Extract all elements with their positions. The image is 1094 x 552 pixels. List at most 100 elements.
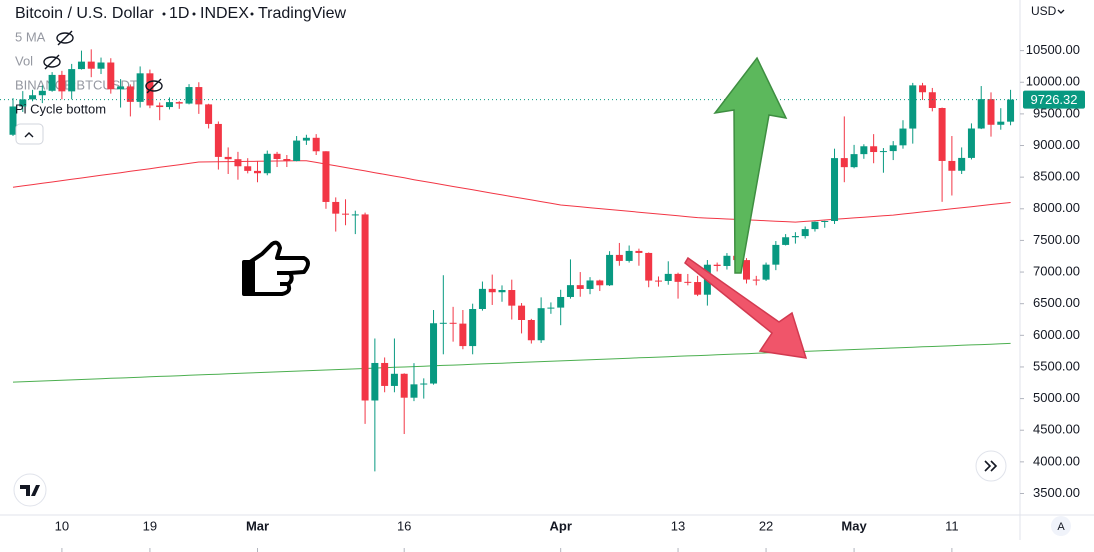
candle-body — [928, 92, 936, 108]
candle-body — [850, 154, 858, 168]
candle-body — [77, 61, 85, 70]
candle-body — [234, 159, 242, 167]
candle-body — [948, 160, 956, 171]
candle-body — [410, 384, 418, 398]
candle-body — [126, 86, 134, 102]
candle-body — [244, 166, 252, 171]
candle-body — [831, 158, 839, 221]
candle-body — [566, 285, 574, 297]
candle-body — [488, 288, 496, 293]
pointing-hand — [242, 240, 310, 296]
currency-chevron — [1057, 9, 1065, 14]
candle-body — [175, 102, 183, 104]
candle-body — [772, 244, 780, 265]
candle-body — [997, 121, 1005, 125]
candle-body — [273, 153, 281, 159]
candle-body — [557, 296, 565, 308]
candle-body — [449, 322, 457, 324]
up-arrow — [713, 56, 788, 274]
candle-body — [752, 279, 760, 281]
collapse-icon — [24, 132, 34, 138]
hidden-icon[interactable] — [43, 30, 163, 94]
candle-body — [860, 146, 868, 155]
candle-body — [762, 264, 770, 280]
candle-body — [478, 288, 486, 309]
y-tick-label: 8500.00 — [1033, 169, 1080, 184]
candle-body — [29, 95, 37, 100]
x-tick-label: Apr — [549, 518, 571, 533]
candle-body — [136, 73, 144, 102]
candle-body — [527, 320, 535, 341]
currency[interactable]: USD — [1031, 4, 1057, 18]
scroll-icon — [984, 460, 998, 472]
candle-body — [469, 309, 477, 347]
candle-body — [19, 99, 27, 107]
candle-body — [38, 90, 46, 96]
y-tick-label: 3500.00 — [1033, 485, 1080, 500]
y-tick-label: 7000.00 — [1033, 263, 1080, 278]
down-arrow — [684, 256, 808, 359]
candle-body — [801, 229, 809, 237]
candle-body — [664, 273, 672, 281]
candle-body — [459, 323, 467, 347]
candle-body — [596, 280, 604, 286]
candle-body — [224, 156, 232, 160]
x-tick-label: 19 — [143, 518, 157, 533]
y-tick-label: 8000.00 — [1033, 200, 1080, 215]
candle-body — [439, 322, 447, 324]
tv-logo-mark — [20, 485, 40, 496]
candle-body — [312, 137, 320, 152]
candle-body — [283, 158, 291, 162]
candle-body — [9, 106, 17, 135]
candle-body — [919, 85, 927, 93]
x-tick-label: 10 — [55, 518, 69, 533]
candle-body — [322, 151, 330, 202]
y-tick-label: 4000.00 — [1033, 453, 1080, 468]
candle-body — [97, 62, 105, 69]
candle-body — [87, 61, 95, 69]
candle-body — [361, 214, 369, 401]
candle-body — [958, 157, 966, 171]
candle-body — [870, 146, 878, 153]
separator — [162, 12, 166, 16]
candle-body — [185, 87, 193, 104]
candle-body — [537, 308, 545, 341]
candle-body — [263, 153, 271, 174]
x-tick-label: 11 — [945, 518, 959, 533]
candle-body — [302, 137, 310, 141]
y-tick-label: 4500.00 — [1033, 422, 1080, 437]
source: TradingView — [258, 5, 346, 22]
last-price-label: 9726.32 — [1031, 92, 1078, 107]
background-layer: BINANCE:BTCUSDT — [0, 0, 1094, 540]
candle-body — [254, 170, 261, 174]
candle-body — [68, 69, 76, 92]
candle-body — [684, 281, 692, 283]
y-tick-label: 10500.00 — [1026, 42, 1080, 57]
legend-pi-cycle: Pi Cycle bottom — [15, 101, 106, 116]
candle-body — [967, 128, 975, 158]
candle-body — [821, 220, 829, 222]
candle-body — [342, 213, 350, 215]
candle-body — [107, 62, 115, 90]
candle-body — [615, 254, 623, 261]
candle-body — [938, 107, 946, 161]
candle-body — [879, 151, 887, 153]
chart-title: Bitcoin / U.S. Dollar — [15, 5, 154, 22]
x-tick-label: 16 — [397, 518, 411, 533]
indicator-line — [12, 342, 1011, 383]
candle-body — [214, 123, 222, 157]
candle-body — [811, 221, 819, 230]
plot-layer — [0, 49, 1020, 472]
candle-body — [351, 214, 359, 216]
candle-body — [430, 323, 438, 384]
candle-body — [840, 158, 848, 168]
candle-body — [586, 280, 594, 289]
auto-scale-button[interactable] — [1051, 516, 1071, 536]
x-tick-label: May — [841, 518, 867, 533]
candle-body — [58, 74, 66, 92]
y-tick-label: 5000.00 — [1033, 390, 1080, 405]
y-tick-label: 10000.00 — [1026, 74, 1080, 89]
candle-body — [606, 254, 614, 286]
separator — [250, 12, 254, 16]
